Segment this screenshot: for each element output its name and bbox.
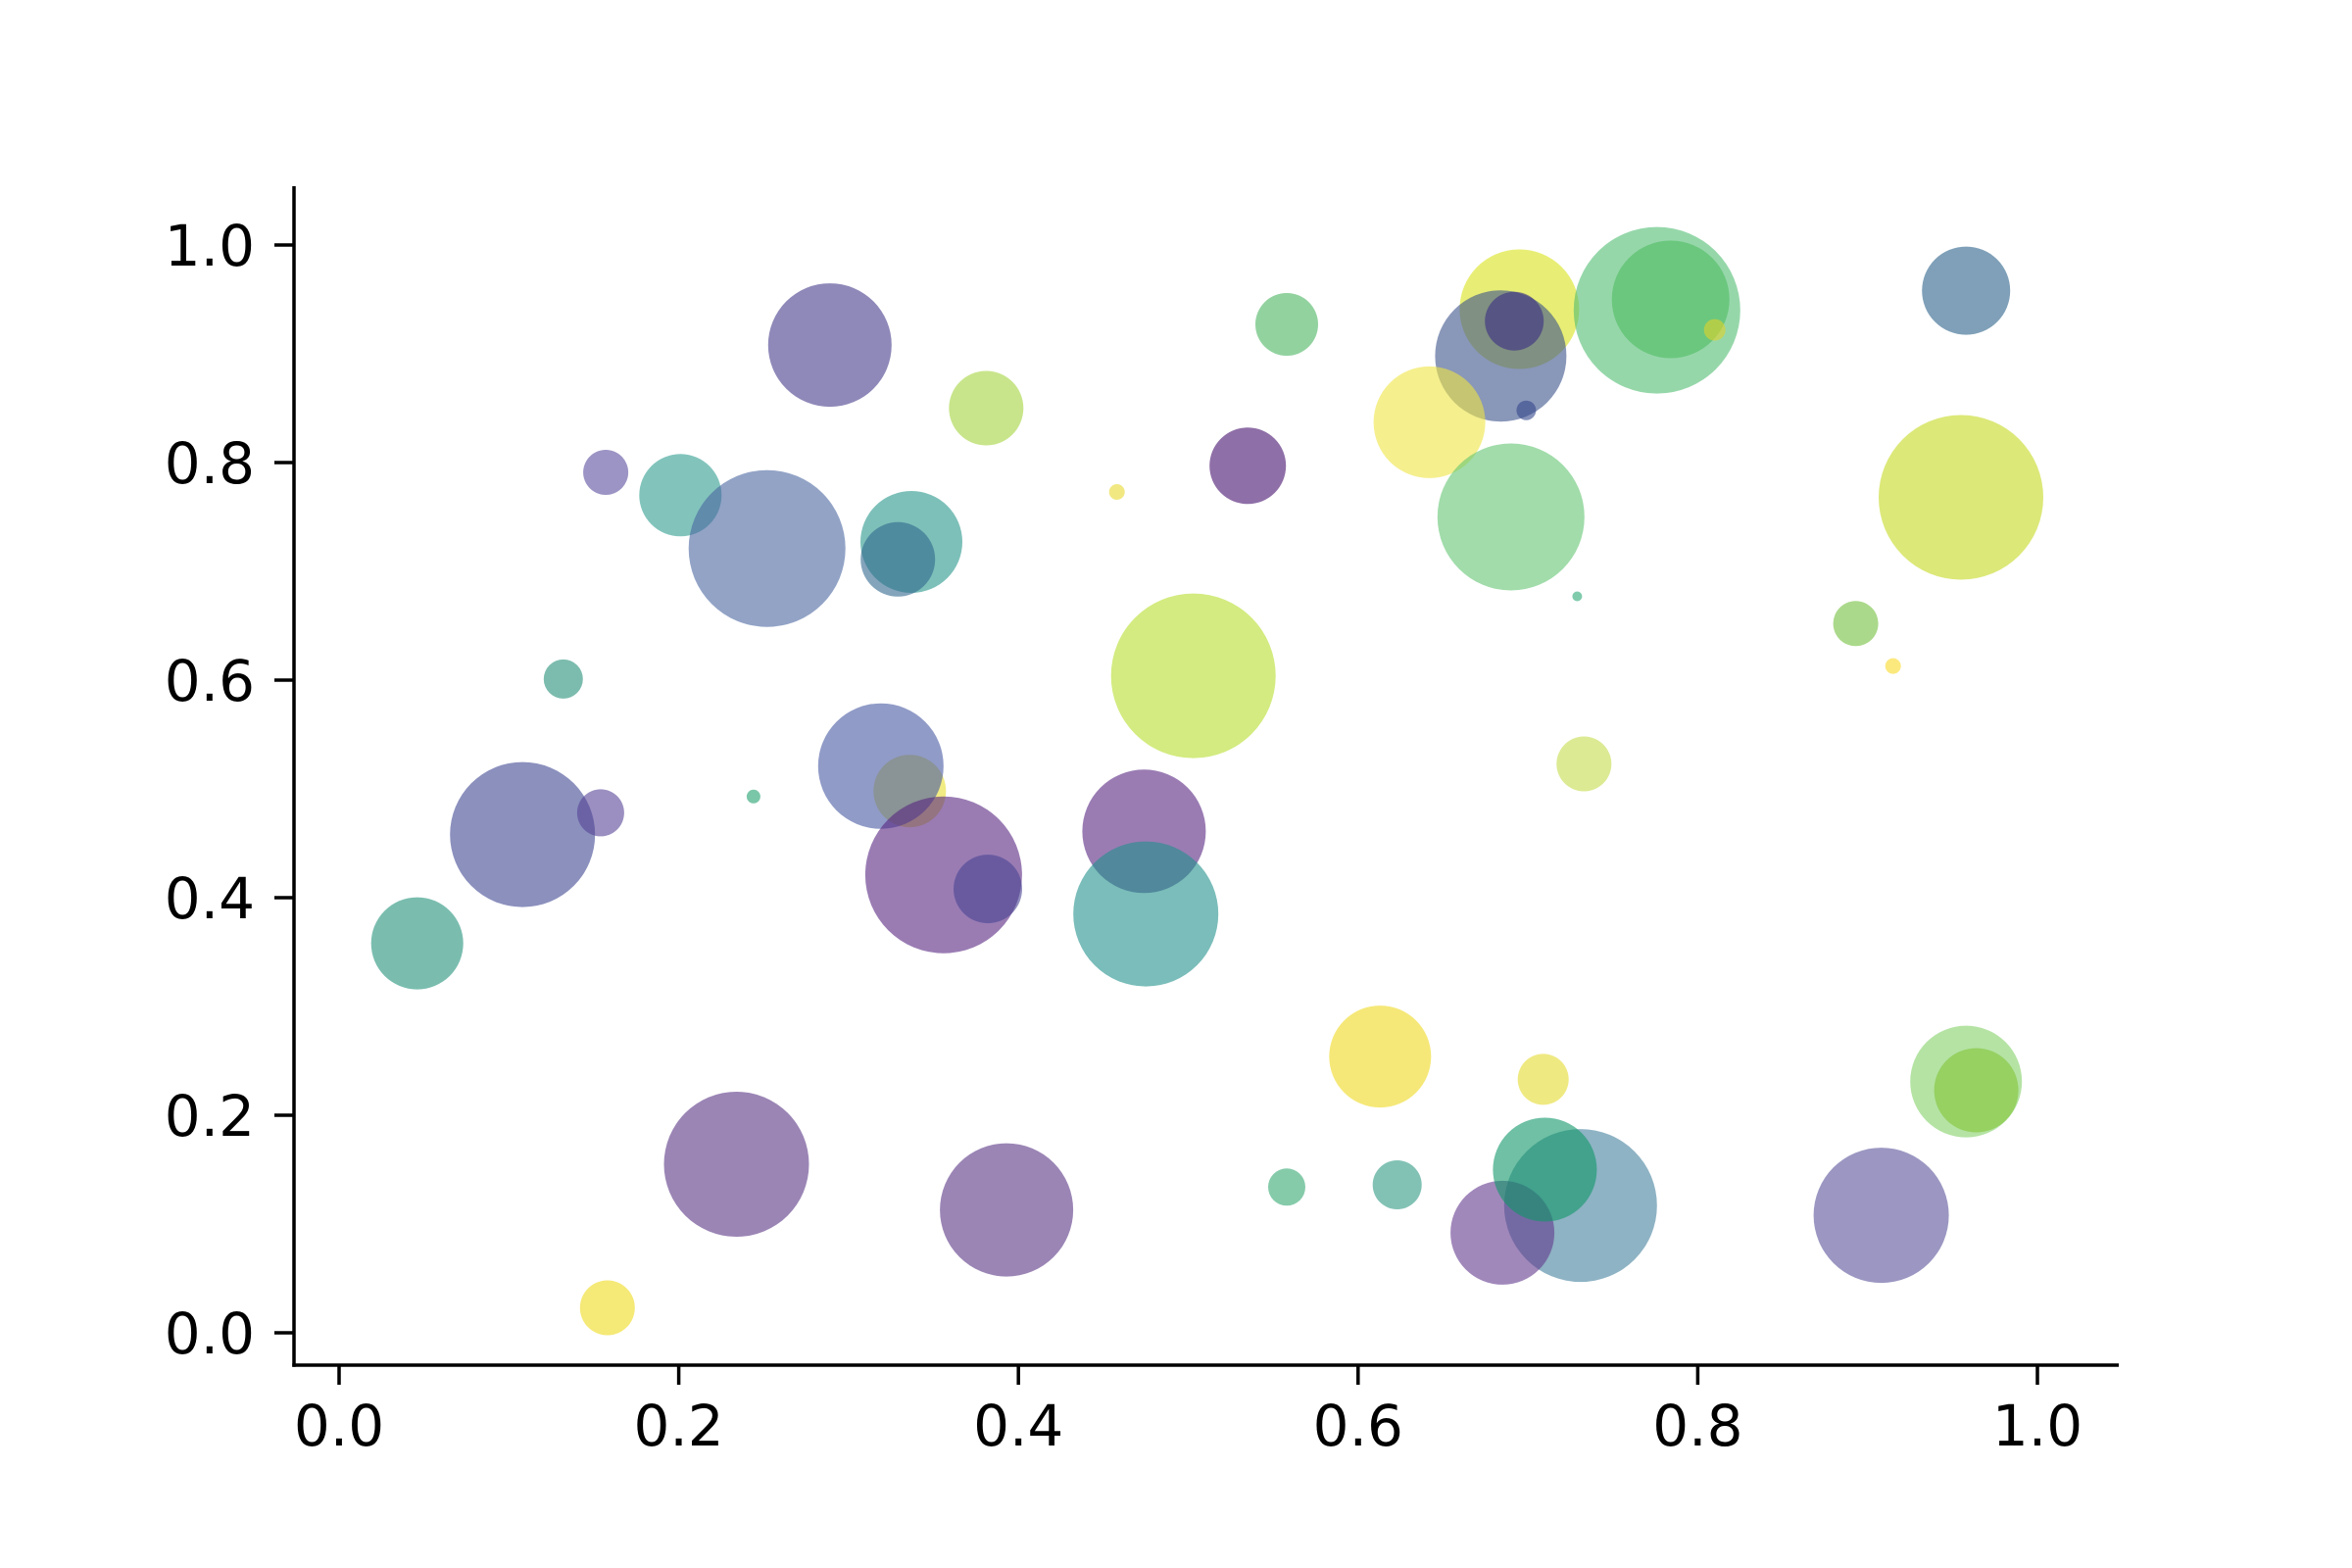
bubble	[1373, 366, 1486, 478]
y-tick-label: 0.2	[165, 1083, 255, 1150]
bubble	[663, 1092, 809, 1237]
x-tick-label: 1.0	[1992, 1393, 2082, 1459]
bubble	[688, 469, 846, 627]
y-tick-label: 1.0	[165, 213, 255, 279]
bubble	[1329, 1005, 1432, 1108]
x-tick-label: 0.4	[973, 1393, 1063, 1459]
bubble	[1813, 1148, 1949, 1284]
bubble	[949, 370, 1024, 446]
bubble	[1516, 400, 1537, 420]
bubble	[1493, 1117, 1597, 1222]
bubble	[576, 789, 624, 837]
bubble	[1879, 415, 2043, 580]
bubble	[1372, 1160, 1422, 1209]
y-tick-label: 0.6	[165, 648, 255, 714]
bubble	[1108, 484, 1125, 500]
bubble	[860, 521, 936, 597]
bubble	[1833, 601, 1879, 647]
bubble	[940, 1143, 1074, 1277]
bubble	[543, 659, 583, 699]
bubble	[579, 1280, 635, 1336]
bubble	[767, 283, 892, 408]
x-tick-label: 0.6	[1313, 1393, 1403, 1459]
bubble	[1485, 291, 1544, 351]
bubble	[1922, 246, 2011, 335]
bubble	[583, 450, 629, 495]
x-tick-label: 0.8	[1652, 1393, 1742, 1459]
bubble	[1110, 593, 1276, 759]
bubble	[1437, 443, 1585, 591]
x-tick-label: 0.2	[633, 1393, 723, 1459]
bubble	[1517, 1054, 1569, 1105]
bubble	[1209, 427, 1287, 505]
y-tick-label: 0.8	[165, 430, 255, 497]
bubble	[370, 897, 464, 990]
y-tick-label: 0.4	[165, 865, 255, 932]
bubble	[1556, 736, 1612, 792]
bubble	[1268, 1168, 1305, 1206]
bubble	[1934, 1048, 2019, 1133]
bubble	[1703, 318, 1726, 341]
bubble	[1611, 240, 1730, 359]
axes-layer: 0.0 0.2 0.4 0.6 0.8 1.0 0.0 0.2 0.4 0.6 0.8 1.0	[165, 186, 2119, 1459]
bubble	[1073, 841, 1219, 987]
bubble	[954, 855, 1022, 924]
x-tick-label: 0.0	[294, 1393, 384, 1459]
bubble	[817, 703, 944, 829]
bubble	[1255, 293, 1318, 356]
bubble	[746, 789, 760, 804]
bubbles-layer	[370, 226, 2043, 1336]
y-tick-label: 0.0	[165, 1300, 255, 1367]
bubble	[450, 761, 596, 907]
bubble	[1885, 658, 1901, 674]
bubble	[1572, 591, 1583, 602]
